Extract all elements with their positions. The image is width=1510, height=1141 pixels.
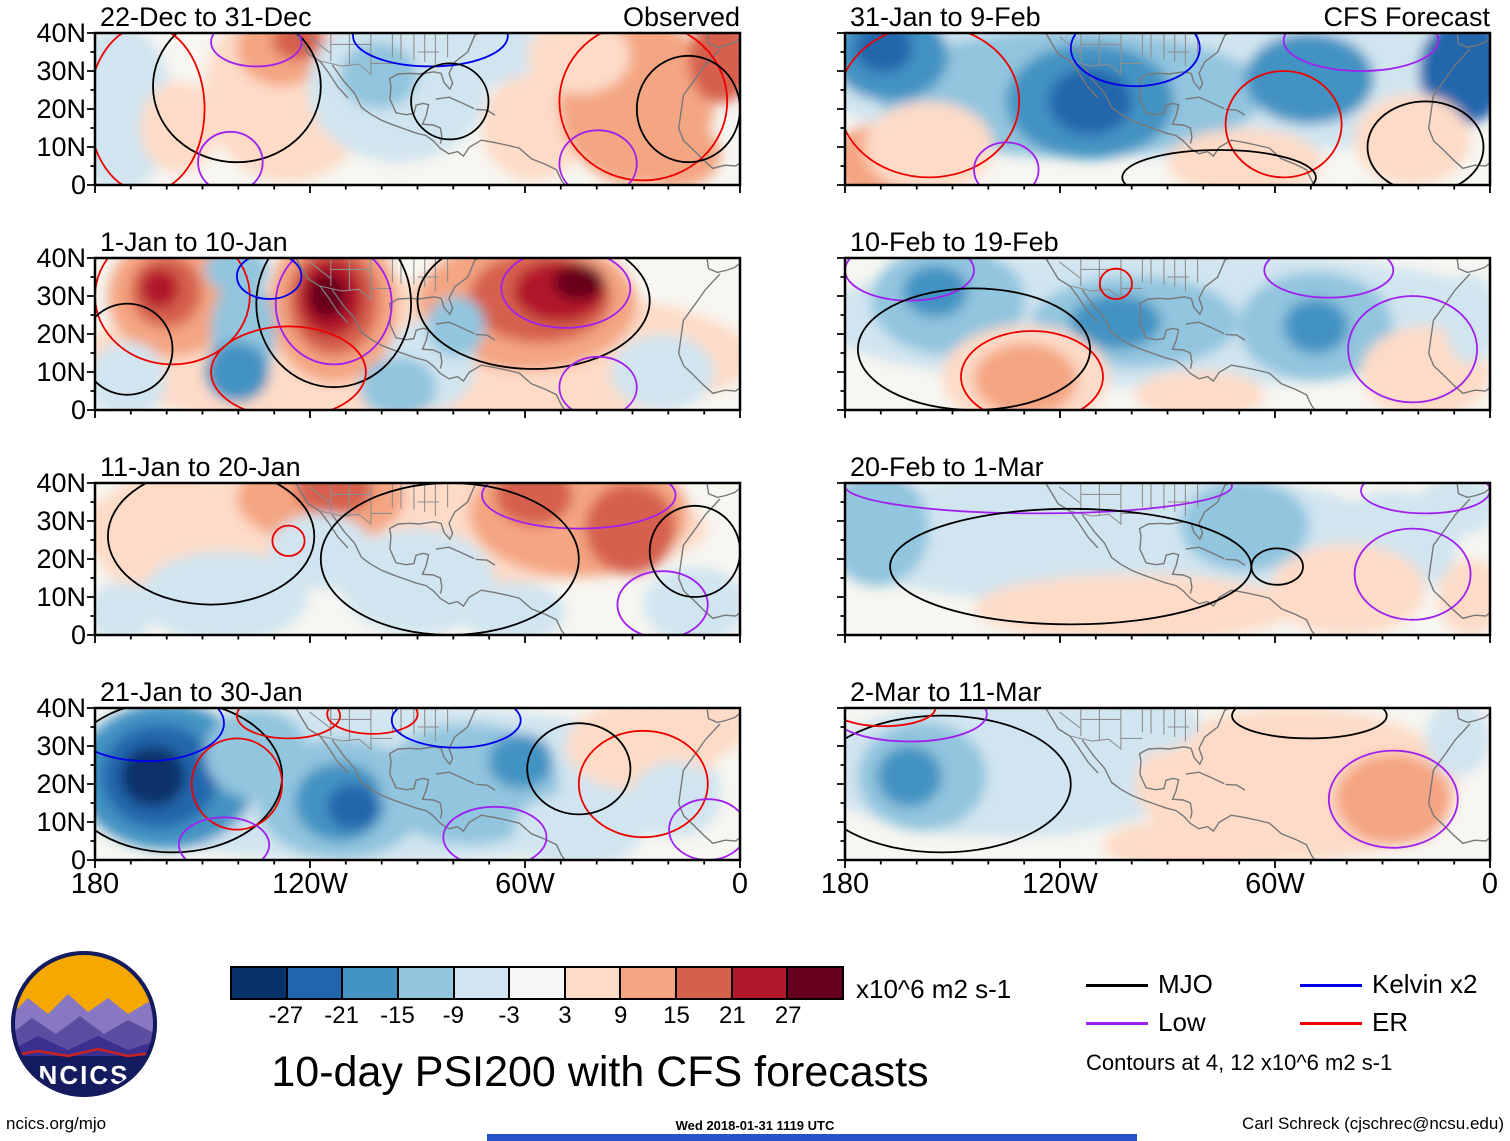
legend-line-mjo <box>1086 984 1148 987</box>
colorbar <box>230 966 845 1000</box>
panel-title: 21-Jan to 30-Jan <box>100 677 303 707</box>
y-axis-label: 40N <box>36 468 86 498</box>
map-panel-forecast-2 <box>837 256 1492 418</box>
y-axis-label: 20N <box>36 769 86 799</box>
column-label-observed: Observed <box>622 2 740 32</box>
colorbar-tick-label: 3 <box>558 1002 572 1029</box>
map-panel-forecast-1 <box>837 31 1492 193</box>
colorbar-tick-label: 27 <box>774 1002 802 1029</box>
y-axis-label: 0 <box>70 845 86 875</box>
y-axis-label: 40N <box>36 693 86 723</box>
y-axis-label: 0 <box>70 395 86 425</box>
colorbar-labels: -27 -21 -15 -9 -3 3 9 15 21 27 <box>230 1002 844 1032</box>
colorbar-cell <box>285 966 344 1000</box>
y-axis-label: 10N <box>36 582 86 612</box>
panel-title: 22-Dec to 31-Dec <box>100 2 312 32</box>
y-axis-label: 20N <box>36 319 86 349</box>
map-panel-observed-1 <box>87 31 742 193</box>
colorbar-cell <box>452 966 511 1000</box>
colorbar-cell <box>508 966 566 1000</box>
panel-title: 2-Mar to 11-Mar <box>850 677 1042 707</box>
legend-label-mjo: MJO <box>1158 969 1213 999</box>
colorbar-tick-label: 9 <box>614 1002 628 1029</box>
colorbar-cell <box>786 966 845 1000</box>
colorbar-tick-label: -21 <box>324 1002 359 1029</box>
panel-title: 1-Jan to 10-Jan <box>100 227 288 257</box>
logo-text: NCICS <box>39 1060 130 1090</box>
x-axis-label: 120W <box>272 868 348 900</box>
y-axis-label: 40N <box>36 18 86 48</box>
y-axis-label: 10N <box>36 132 86 162</box>
colorbar-cell <box>341 966 399 1000</box>
x-axis-label: 60W <box>495 868 555 900</box>
y-axis-label: 0 <box>70 620 86 650</box>
colorbar-unit: x10^6 m2 s-1 <box>856 974 1012 1004</box>
legend-line-low <box>1086 1022 1148 1025</box>
x-axis-label: 0 <box>731 868 749 900</box>
x-axis-label: 60W <box>1245 868 1305 900</box>
legend-label-low: Low <box>1158 1007 1206 1037</box>
colorbar-tick-label: -3 <box>498 1002 520 1029</box>
y-axis-label: 10N <box>36 357 86 387</box>
map-panel-observed-4 <box>87 706 742 868</box>
colorbar-cell <box>563 966 622 1000</box>
legend-label-er: ER <box>1372 1007 1409 1037</box>
y-axis-label: 10N <box>36 807 86 837</box>
ncics-logo: NCICS <box>11 951 157 1097</box>
colorbar-cell <box>230 966 288 1000</box>
y-axis-label: 30N <box>36 281 86 311</box>
panel-title: 11-Jan to 20-Jan <box>100 452 301 482</box>
panel-title: 20-Feb to 1-Mar <box>850 452 1044 482</box>
colorbar-tick-label: -27 <box>268 1002 304 1029</box>
main-title: 10-day PSI200 with CFS forecasts <box>271 1048 929 1096</box>
legend-label-kelvin: Kelvin x2 <box>1372 969 1478 999</box>
y-axis-label: 30N <box>36 56 86 86</box>
colorbar-cell <box>675 966 733 1000</box>
map-panel-forecast-4 <box>837 706 1492 868</box>
y-axis-label: 30N <box>36 506 86 536</box>
colorbar-cell <box>619 966 678 1000</box>
logo-red-line <box>13 1047 155 1058</box>
bottom-bar <box>487 1134 1137 1141</box>
y-axis-label: 40N <box>36 243 86 273</box>
panel-title: 31-Jan to 9-Feb <box>850 2 1041 32</box>
panel-title: 10-Feb to 19-Feb <box>850 227 1059 257</box>
legend-line-kelvin <box>1300 984 1362 987</box>
y-axis-label: 30N <box>36 731 86 761</box>
footer-author: Carl Schreck (cjschrec@ncsu.edu) <box>1242 1114 1504 1133</box>
y-axis-label: 20N <box>36 544 86 574</box>
colorbar-tick-label: 15 <box>663 1002 690 1029</box>
x-axis-label: 120W <box>1022 868 1098 900</box>
colorbar-tick-label: -9 <box>442 1002 464 1029</box>
footer-url: ncics.org/mjo <box>6 1114 107 1133</box>
y-axis-label: 0 <box>70 170 86 200</box>
footer-timestamp: Wed 2018-01-31 1119 UTC <box>675 1118 835 1133</box>
logo-outline <box>11 951 157 1097</box>
colorbar-cell <box>396 966 455 1000</box>
x-axis-label: 180 <box>70 868 120 900</box>
map-panel-observed-2 <box>87 256 742 418</box>
colorbar-tick-label: 21 <box>719 1002 746 1029</box>
legend-note: Contours at 4, 12 x10^6 m2 s-1 <box>1086 1050 1393 1075</box>
x-axis-label: 0 <box>1481 868 1499 900</box>
map-panel-forecast-3 <box>837 481 1492 643</box>
legend-line-er <box>1300 1022 1362 1025</box>
x-axis-label: 180 <box>820 868 870 900</box>
y-axis-label: 20N <box>36 94 86 124</box>
map-panel-observed-3 <box>87 481 742 643</box>
column-label-forecast: CFS Forecast <box>1323 2 1490 32</box>
colorbar-cell <box>730 966 789 1000</box>
colorbar-tick-label: -15 <box>380 1002 415 1029</box>
